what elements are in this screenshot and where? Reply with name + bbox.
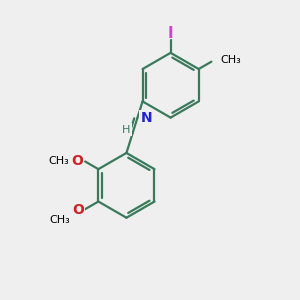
- Text: O: O: [71, 154, 83, 168]
- Text: CH₃: CH₃: [221, 55, 242, 65]
- Text: CH₃: CH₃: [48, 156, 69, 166]
- Text: O: O: [72, 203, 84, 217]
- Text: N: N: [141, 111, 152, 125]
- Text: I: I: [168, 26, 173, 41]
- Text: H: H: [122, 125, 130, 135]
- Text: CH₃: CH₃: [49, 215, 70, 225]
